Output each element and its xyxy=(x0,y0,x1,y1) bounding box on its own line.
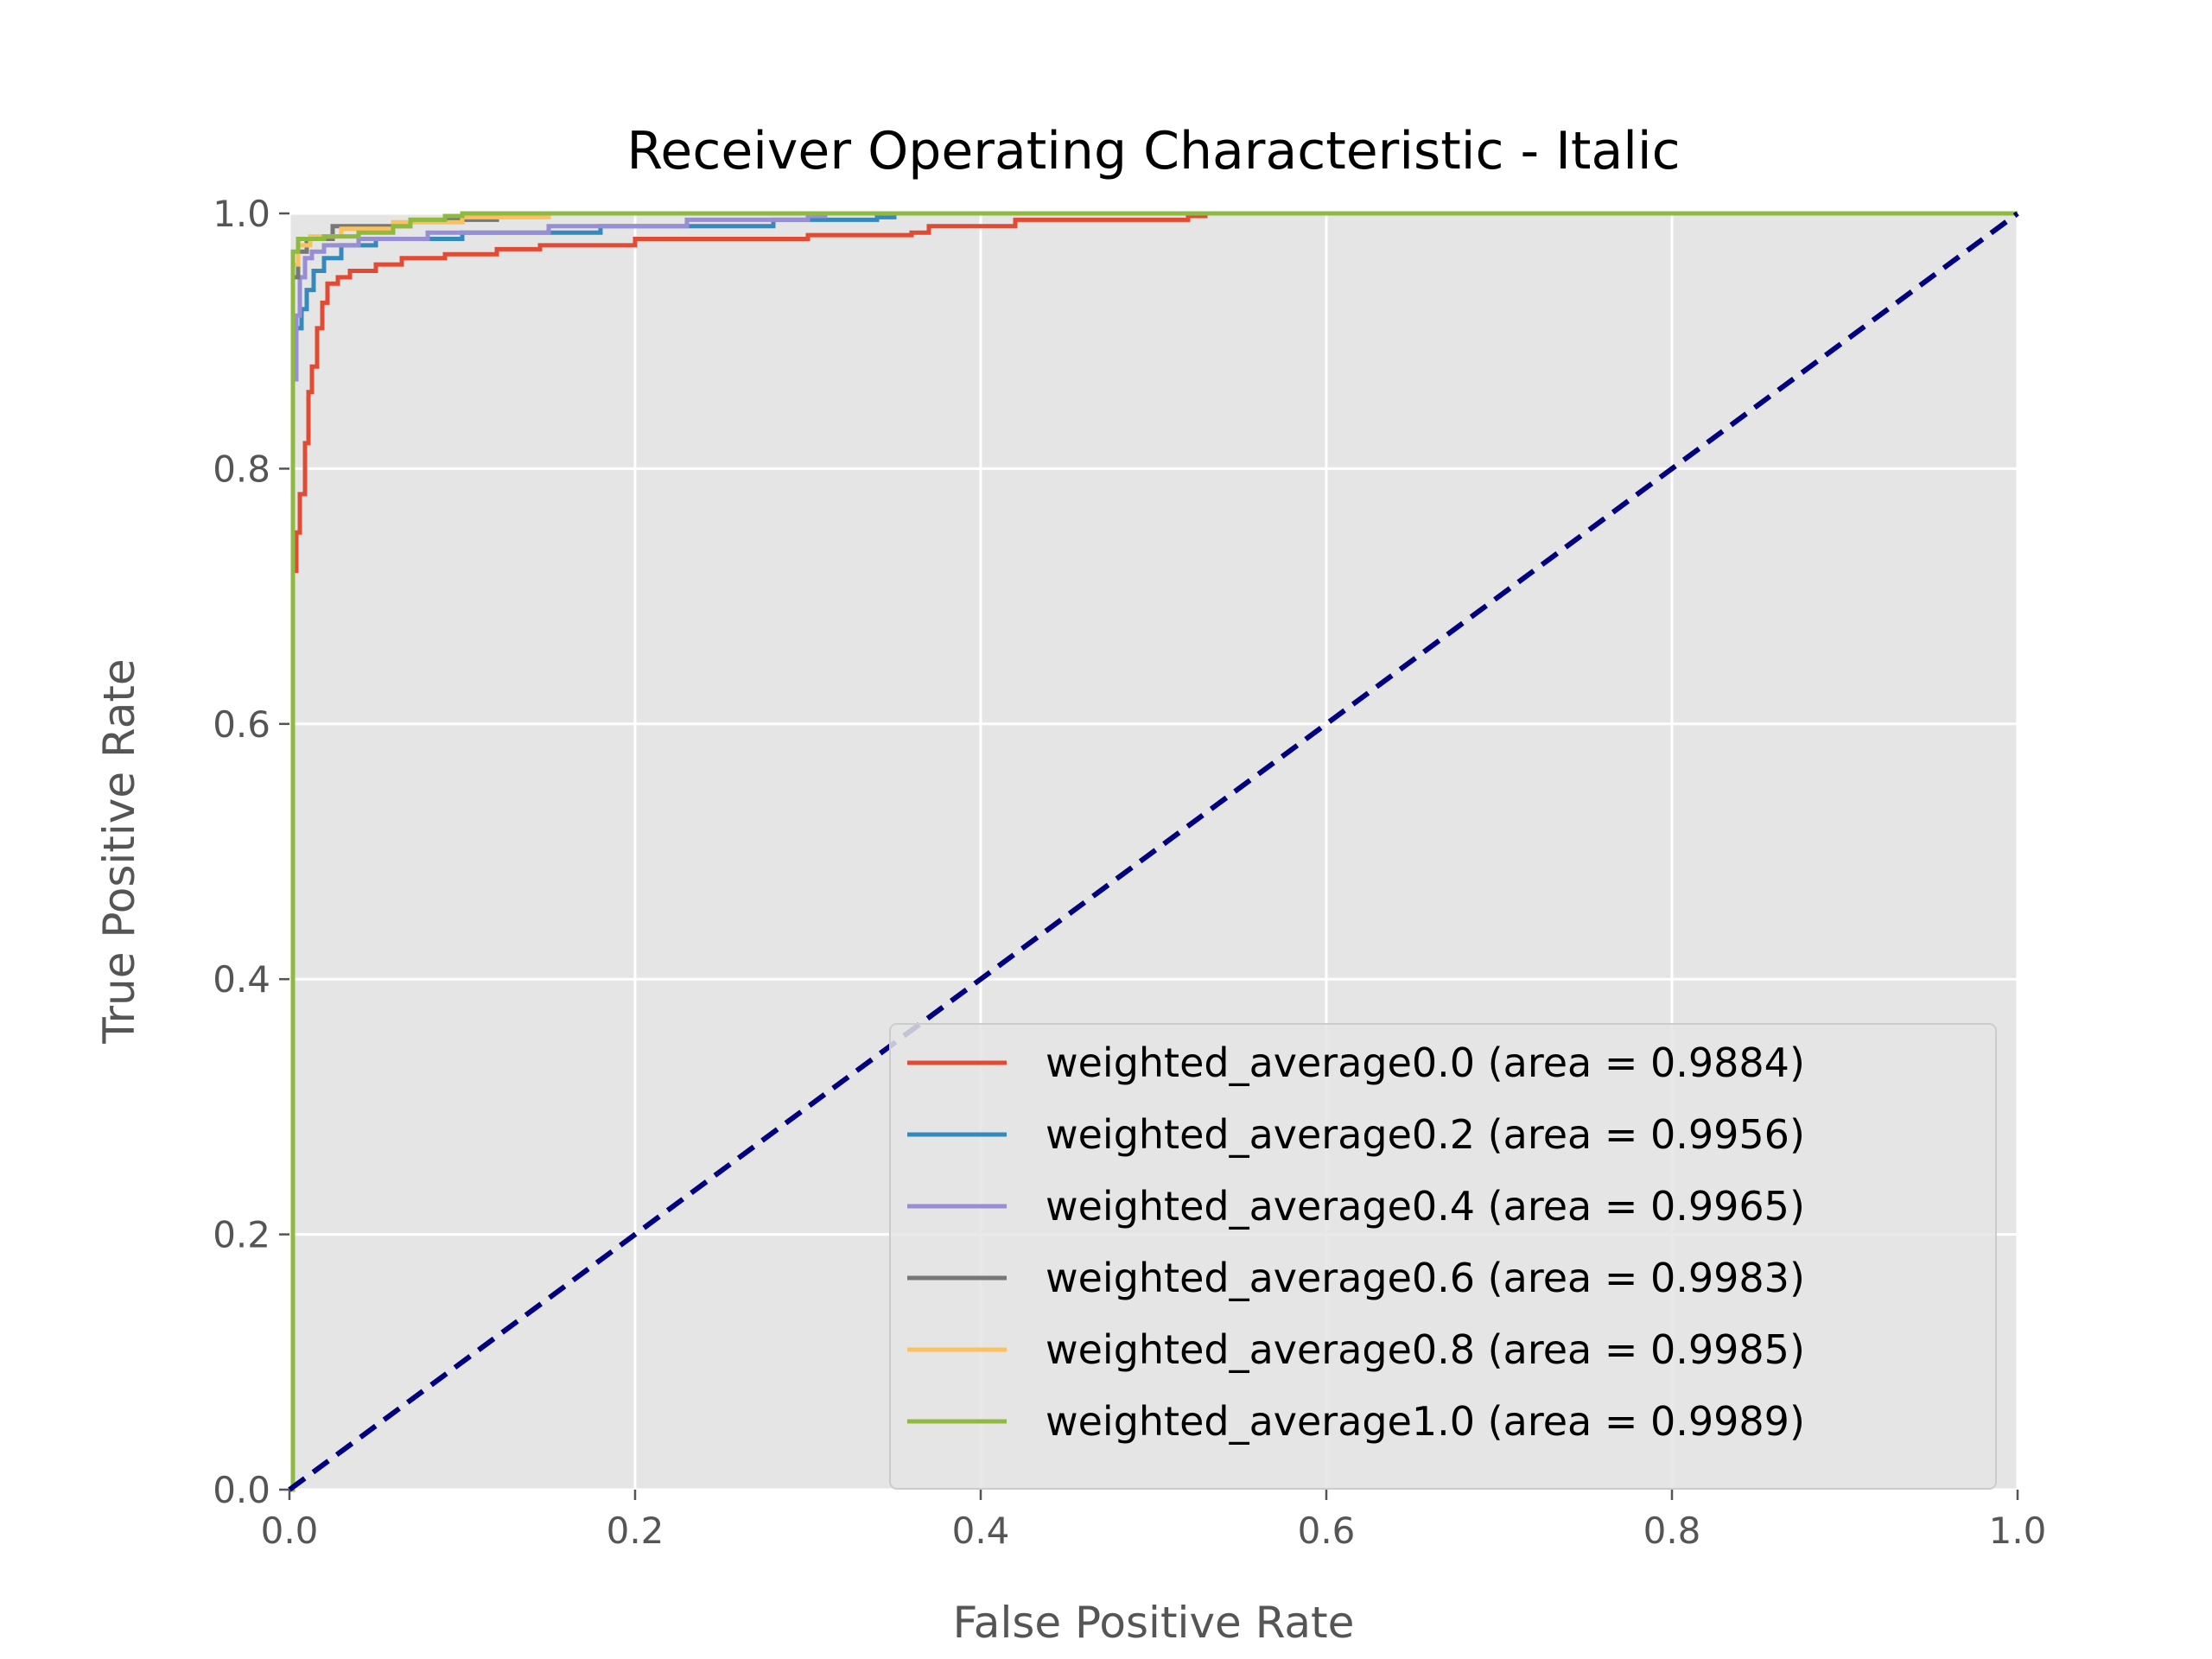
x-tick-label: 0.4 xyxy=(952,1510,1010,1552)
x-axis-label: False Positive Rate xyxy=(953,1598,1355,1648)
y-tick-label: 0.2 xyxy=(213,1214,270,1256)
series-line-2 xyxy=(289,211,2018,1492)
legend-label: weighted_average0.8 (area = 0.9985) xyxy=(1046,1326,1805,1373)
grid-x xyxy=(288,213,2019,1490)
series-line-4 xyxy=(289,211,2018,1492)
y-ticks: 0.0 0.2 0.4 0.6 0.8 1.0 xyxy=(213,193,289,1511)
y-tick-label: 0.0 xyxy=(213,1469,270,1511)
series-layer xyxy=(288,211,2019,1492)
series-line-1 xyxy=(289,211,2018,1492)
legend-label: weighted_average0.0 (area = 0.9884) xyxy=(1046,1039,1805,1086)
x-tick-label: 0.0 xyxy=(261,1510,319,1552)
legend-label: weighted_average0.4 (area = 0.9965) xyxy=(1046,1183,1805,1230)
y-tick-label: 1.0 xyxy=(213,193,270,235)
y-tick-label: 0.4 xyxy=(213,958,270,1001)
x-tick-label: 0.8 xyxy=(1643,1510,1701,1552)
x-tick-label: 1.0 xyxy=(1989,1510,2047,1552)
x-ticks: 0.0 0.2 0.4 0.6 0.8 1.0 xyxy=(261,1490,2047,1552)
x-tick-label: 0.2 xyxy=(607,1510,664,1552)
chart-title: Receiver Operating Characteristic - Ital… xyxy=(626,121,1680,181)
legend-label: weighted_average0.2 (area = 0.9956) xyxy=(1046,1111,1805,1158)
legend-box xyxy=(889,1023,1997,1490)
legend-label: weighted_average1.0 (area = 0.9989) xyxy=(1046,1398,1805,1445)
y-tick-label: 0.6 xyxy=(213,703,270,746)
y-tick-label: 0.8 xyxy=(213,448,270,490)
series-line-5 xyxy=(289,211,2018,1492)
y-axis-label: True Positive Rate xyxy=(94,658,144,1044)
legend: weighted_average0.0 (area = 0.9884) weigh… xyxy=(889,1023,1997,1490)
series-line-0 xyxy=(289,211,2018,1492)
diagonal-reference-line xyxy=(288,211,2019,1492)
legend-label: weighted_average0.6 (area = 0.9983) xyxy=(1046,1255,1805,1301)
x-tick-label: 0.6 xyxy=(1298,1510,1356,1552)
